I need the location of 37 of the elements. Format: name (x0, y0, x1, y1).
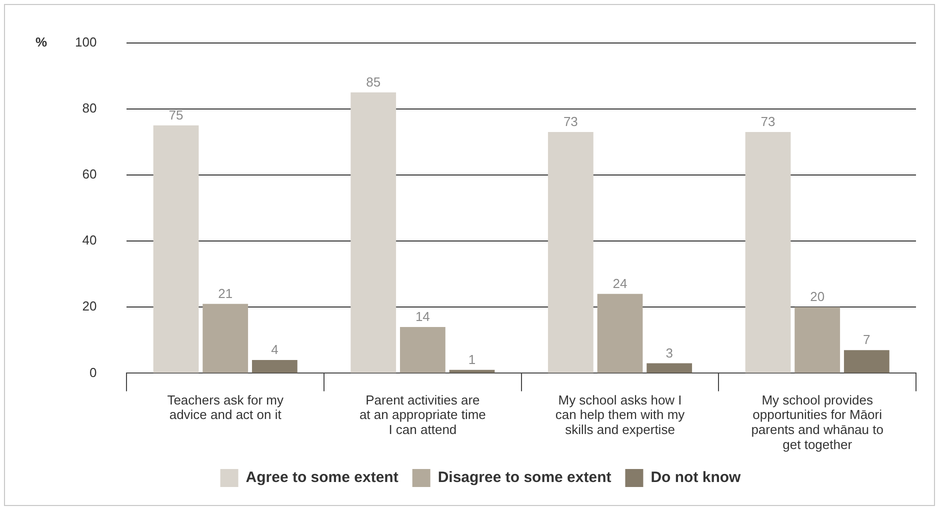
bar (202, 304, 248, 373)
x-tick-label: My school asks how I can help them with my skills and expertise (555, 392, 686, 438)
data-label: 20 (810, 289, 825, 304)
data-label: 24 (612, 276, 628, 291)
data-label: 73 (563, 114, 578, 130)
bar (153, 125, 199, 373)
bar (844, 350, 890, 373)
x-tick-label: My school provides opportunities for Māori parents and whānau to get together (751, 392, 884, 452)
bar (646, 363, 692, 373)
y-tick-label: 20 (82, 298, 97, 314)
y-tick-label: 0 (89, 364, 97, 380)
y-tick-label: 80 (82, 100, 97, 116)
data-label: 3 (666, 345, 673, 360)
bar (745, 132, 791, 373)
bar (252, 360, 298, 373)
bar (400, 326, 446, 373)
data-label: 4 (271, 342, 278, 358)
data-label: 85 (366, 74, 381, 90)
bar (597, 294, 643, 373)
bar (350, 92, 396, 373)
data-label: 73 (760, 114, 776, 130)
y-axis-title: % (35, 34, 48, 50)
data-label: 75 (168, 107, 184, 122)
x-tick-label: Parent activities are at an appropriate time I can attend (359, 392, 486, 438)
bar (548, 132, 594, 373)
x-tick-label: Teachers ask for my advice and act on it (167, 392, 284, 422)
data-label: 21 (218, 286, 233, 301)
legend-label: Do not know (650, 469, 742, 486)
y-tick-label: 60 (82, 166, 97, 182)
legend-label: Disagree to some extent (438, 469, 612, 486)
data-label: 7 (863, 332, 870, 348)
bar (794, 307, 840, 373)
data-label: 14 (415, 309, 430, 324)
data-label: 1 (468, 352, 476, 367)
y-tick-label: 40 (82, 232, 97, 248)
legend-label: Agree to some extent (246, 469, 398, 486)
y-tick-label: 100 (74, 34, 97, 50)
